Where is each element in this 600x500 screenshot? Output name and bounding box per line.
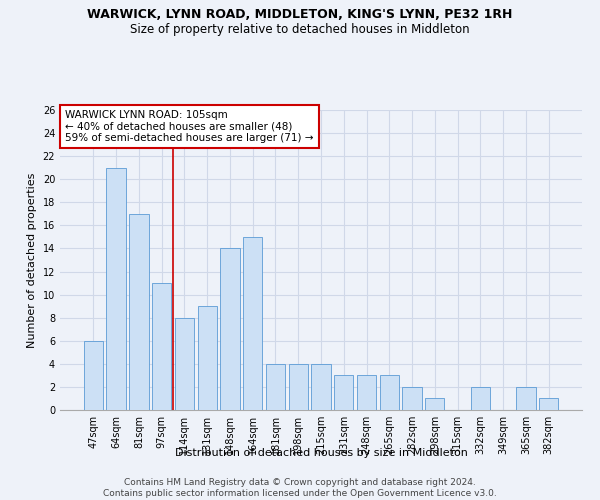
Bar [539,398,558,410]
Bar [425,398,445,410]
Bar [403,387,422,410]
Bar [470,387,490,410]
Bar [129,214,149,410]
Bar [289,364,308,410]
Bar [516,387,536,410]
Text: Distribution of detached houses by size in Middleton: Distribution of detached houses by size … [175,448,467,458]
Bar [220,248,239,410]
Text: WARWICK LYNN ROAD: 105sqm
← 40% of detached houses are smaller (48)
59% of semi-: WARWICK LYNN ROAD: 105sqm ← 40% of detac… [65,110,314,143]
Text: WARWICK, LYNN ROAD, MIDDLETON, KING'S LYNN, PE32 1RH: WARWICK, LYNN ROAD, MIDDLETON, KING'S LY… [88,8,512,20]
Text: Contains HM Land Registry data © Crown copyright and database right 2024.
Contai: Contains HM Land Registry data © Crown c… [103,478,497,498]
Y-axis label: Number of detached properties: Number of detached properties [27,172,37,348]
Bar [266,364,285,410]
Text: Size of property relative to detached houses in Middleton: Size of property relative to detached ho… [130,22,470,36]
Bar [106,168,126,410]
Bar [243,237,262,410]
Bar [311,364,331,410]
Bar [380,376,399,410]
Bar [84,341,103,410]
Bar [334,376,353,410]
Bar [197,306,217,410]
Bar [175,318,194,410]
Bar [357,376,376,410]
Bar [152,283,172,410]
